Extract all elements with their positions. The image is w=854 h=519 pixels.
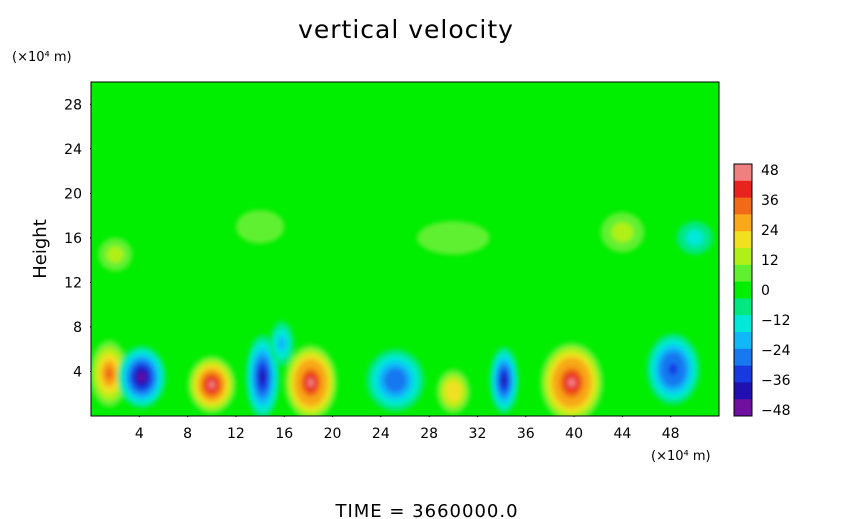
y-axis-title: Height (30, 219, 51, 279)
colorbar-swatch (734, 382, 752, 400)
plot-frame (90, 81, 720, 417)
colorbar-label: −36 (761, 373, 791, 389)
x-tick-label: 20 (324, 426, 342, 442)
x-axis-unit: (×10⁴ m) (651, 449, 711, 464)
heatmap-cell (91, 340, 129, 408)
colorbar-swatch (734, 197, 752, 215)
y-tick-label: 12 (64, 275, 82, 291)
colorbar-swatch (734, 298, 752, 316)
colorbar-swatch (734, 180, 752, 199)
heatmap-cell (489, 346, 519, 414)
colorbar-frame (733, 163, 753, 417)
x-tick-label: 12 (227, 426, 245, 442)
heatmap-cell (646, 333, 700, 405)
colorbar-label: −12 (761, 313, 791, 329)
colorbar-label: 12 (761, 253, 779, 269)
heatmap-cell (187, 355, 236, 414)
x-tick-label: 4 (135, 426, 144, 442)
plot-area (90, 81, 720, 417)
time-label: TIME = 3660000.0 (334, 501, 518, 519)
heatmap-cell (284, 344, 338, 416)
y-tick-label: 8 (73, 320, 82, 336)
heatmap-cell (245, 334, 280, 416)
colorbar-swatch (734, 214, 752, 232)
y-axis-unit: (×10⁴ m) (12, 50, 72, 65)
x-tick-label: 44 (613, 426, 631, 442)
heatmap-cell (98, 237, 133, 272)
heatmap-cell (600, 212, 645, 253)
heatmap-cell (269, 321, 294, 366)
heatmap-cell (540, 342, 604, 416)
colorbar: 48 36 24 12 0 −12 −24 −36 −48 (733, 163, 791, 419)
colorbar-swatch (734, 399, 752, 417)
colorbar-swatch (734, 348, 752, 367)
heatmap-cell (676, 221, 713, 255)
colorbar-label: 36 (761, 193, 779, 209)
heatmap-cell (235, 210, 285, 244)
x-tick-label: 8 (183, 426, 192, 442)
x-tick-label: 32 (469, 426, 487, 442)
colorbar-swatch (734, 281, 752, 299)
heatmap-cell (417, 221, 490, 255)
colorbar-swatch (734, 231, 752, 249)
y-tick-label: 24 (64, 142, 82, 158)
x-tick-label: 40 (565, 426, 583, 442)
colorbar-swatch (734, 332, 752, 350)
colorbar-swatch (734, 164, 752, 182)
heatmap-cell (436, 369, 471, 414)
heatmap-cell (366, 349, 425, 412)
y-axis: 4 8 12 16 20 24 28 (64, 97, 91, 380)
x-tick-label: 36 (517, 426, 535, 442)
colorbar-label: 0 (761, 283, 770, 299)
x-axis: 4 8 12 16 20 24 28 32 36 40 44 48 (135, 416, 680, 442)
colorbar-swatch (734, 315, 752, 333)
colorbar-swatch (734, 248, 752, 266)
colorbar-swatch (734, 365, 752, 383)
x-tick-label: 16 (275, 426, 293, 442)
x-tick-label: 48 (662, 426, 680, 442)
x-tick-label: 24 (372, 426, 390, 442)
colorbar-label: −48 (761, 403, 791, 419)
y-tick-label: 4 (73, 364, 82, 380)
y-tick-label: 28 (64, 97, 82, 113)
heatmap-cell (117, 345, 166, 409)
colorbar-label: 24 (761, 223, 779, 239)
colorbar-label: 48 (761, 163, 779, 179)
y-tick-label: 16 (64, 231, 82, 247)
y-tick-label: 20 (64, 186, 82, 202)
colorbar-swatch (734, 264, 752, 283)
chart-title: vertical velocity (298, 15, 514, 44)
colorbar-label: −24 (761, 343, 791, 359)
x-tick-label: 28 (420, 426, 438, 442)
